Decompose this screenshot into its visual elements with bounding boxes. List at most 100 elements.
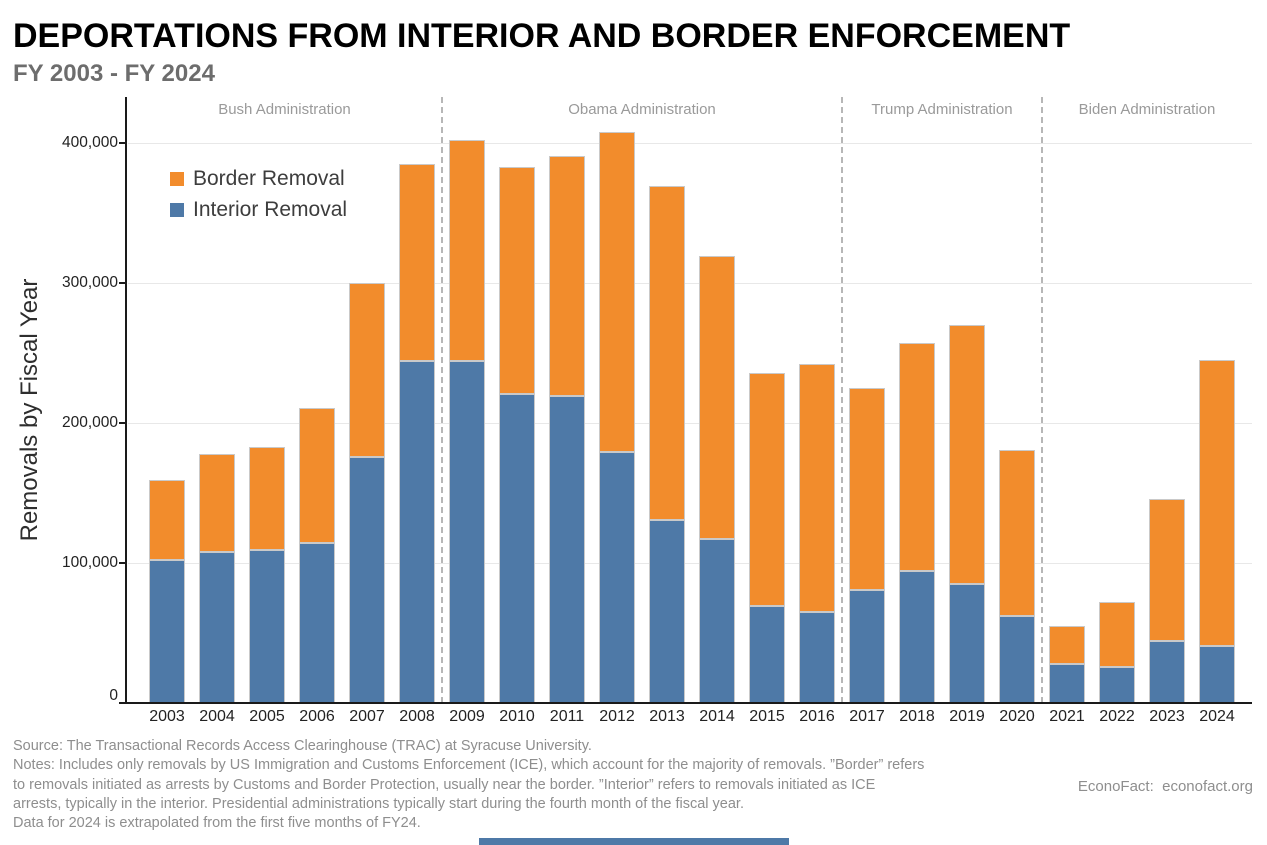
- x-tick-label-2012: 2012: [599, 708, 635, 725]
- x-tick-label-2024: 2024: [1199, 708, 1235, 725]
- bar-2016-interior: [799, 612, 835, 703]
- bar-2017-interior: [849, 589, 885, 703]
- legend-label-interior: Interior Removal: [193, 197, 348, 221]
- administration-label: Bush Administration: [218, 101, 351, 118]
- x-axis-line: [125, 702, 1252, 704]
- bar-2015-border: [749, 372, 785, 607]
- bar-2017-border: [849, 388, 885, 590]
- bar-2004-border: [199, 453, 235, 552]
- bar-2023-interior: [1149, 641, 1185, 703]
- administration-label: Trump Administration: [871, 101, 1013, 118]
- x-tick-label-2021: 2021: [1049, 708, 1085, 725]
- bar-2019-border: [949, 325, 985, 584]
- bottom-blue-strip: [479, 838, 789, 845]
- bar-2022-interior: [1099, 666, 1135, 703]
- bar-2008-interior: [399, 361, 435, 703]
- bar-2013-interior: [649, 519, 685, 703]
- y-tickmark: [119, 562, 126, 564]
- bar-2007-interior: [349, 456, 385, 703]
- y-tickmark: [119, 142, 126, 144]
- bar-2018-border: [899, 343, 935, 572]
- y-tickmark: [119, 282, 126, 284]
- border-removal-swatch-icon: [170, 171, 184, 186]
- page-subtitle: FY 2003 - FY 2024: [13, 60, 215, 87]
- bar-2014-interior: [699, 539, 735, 703]
- y-axis-line: [125, 97, 127, 704]
- x-tick-label-2014: 2014: [699, 708, 735, 725]
- bar-2023-border: [1149, 498, 1185, 642]
- legend-item-border-removal: Border Removal: [170, 163, 347, 194]
- bar-2012-border: [599, 131, 635, 453]
- y-tick-label: 100,000: [61, 554, 118, 571]
- bar-2019-interior: [949, 584, 985, 703]
- bar-2021-interior: [1049, 663, 1085, 703]
- footer-line-notes-3: arrests, typically in the interior. Pres…: [13, 795, 744, 812]
- x-tick-label-2006: 2006: [299, 708, 335, 725]
- x-tick-label-2004: 2004: [199, 708, 235, 725]
- x-tick-label-2013: 2013: [649, 708, 685, 725]
- bar-2009-border: [449, 140, 485, 362]
- y-tickmark: [119, 422, 126, 424]
- y-gridline: [128, 562, 1252, 564]
- x-tick-label-2016: 2016: [799, 708, 835, 725]
- x-tick-label-2005: 2005: [249, 708, 285, 725]
- x-tick-label-2007: 2007: [349, 708, 385, 725]
- y-tick-label: 200,000: [61, 414, 118, 431]
- bar-2016-border: [799, 364, 835, 612]
- y-tick-label: 0: [109, 687, 118, 704]
- x-tick-label-2020: 2020: [999, 708, 1035, 725]
- footer-line-notes-2: to removals initiated as arrests by Cust…: [13, 776, 876, 793]
- bar-2010-border: [499, 166, 535, 394]
- bar-2005-border: [249, 446, 285, 551]
- bar-2006-interior: [299, 543, 335, 703]
- x-tick-label-2015: 2015: [749, 708, 785, 725]
- bar-2020-border: [999, 449, 1035, 617]
- bar-2009-interior: [449, 361, 485, 703]
- bar-2003-interior: [149, 560, 185, 703]
- bar-2010-interior: [499, 393, 535, 703]
- footer-line-notes-4: Data for 2024 is extrapolated from the f…: [13, 815, 421, 832]
- bar-2011-border: [549, 155, 585, 397]
- x-tick-label-2022: 2022: [1099, 708, 1135, 725]
- legend-label-border: Border Removal: [193, 166, 345, 190]
- y-tickmark: [119, 702, 126, 704]
- bar-2022-border: [1099, 602, 1135, 667]
- y-tick-label: 300,000: [61, 274, 118, 291]
- bar-2005-interior: [249, 550, 285, 703]
- x-tick-label-2008: 2008: [399, 708, 435, 725]
- x-tick-label-2018: 2018: [899, 708, 935, 725]
- bar-2003-border: [149, 480, 185, 561]
- x-tick-label-2010: 2010: [499, 708, 535, 725]
- administration-divider: [841, 97, 843, 703]
- y-gridline: [128, 142, 1252, 144]
- x-tick-label-2009: 2009: [449, 708, 485, 725]
- bar-2015-interior: [749, 606, 785, 703]
- administration-label: Biden Administration: [1078, 101, 1216, 118]
- administration-label: Obama Administration: [568, 101, 716, 118]
- x-tick-label-2019: 2019: [949, 708, 985, 725]
- econofact-credit: EconoFact: econofact.org: [1077, 778, 1253, 795]
- interior-removal-swatch-icon: [170, 202, 184, 217]
- x-tick-label-2017: 2017: [849, 708, 885, 725]
- bar-2011-interior: [549, 396, 585, 703]
- bar-2021-border: [1049, 626, 1085, 664]
- bar-2018-interior: [899, 571, 935, 703]
- bar-2012-interior: [599, 452, 635, 703]
- bar-2024-interior: [1199, 645, 1235, 703]
- page-title: DEPORTATIONS FROM INTERIOR AND BORDER EN…: [13, 17, 1071, 55]
- y-gridline: [128, 282, 1252, 284]
- bar-2020-interior: [999, 616, 1035, 703]
- y-tick-label: 400,000: [61, 134, 118, 151]
- source-notes: Source: The Transactional Records Access…: [13, 737, 924, 833]
- administration-divider: [1041, 97, 1043, 703]
- y-gridline: [128, 422, 1252, 424]
- legend: Border Removal Interior Removal: [170, 163, 347, 225]
- bar-2004-interior: [199, 551, 235, 703]
- x-tick-label-2011: 2011: [549, 708, 585, 725]
- bar-2006-border: [299, 407, 335, 544]
- bar-2007-border: [349, 283, 385, 457]
- administration-divider: [441, 97, 443, 703]
- x-tick-label-2003: 2003: [149, 708, 185, 725]
